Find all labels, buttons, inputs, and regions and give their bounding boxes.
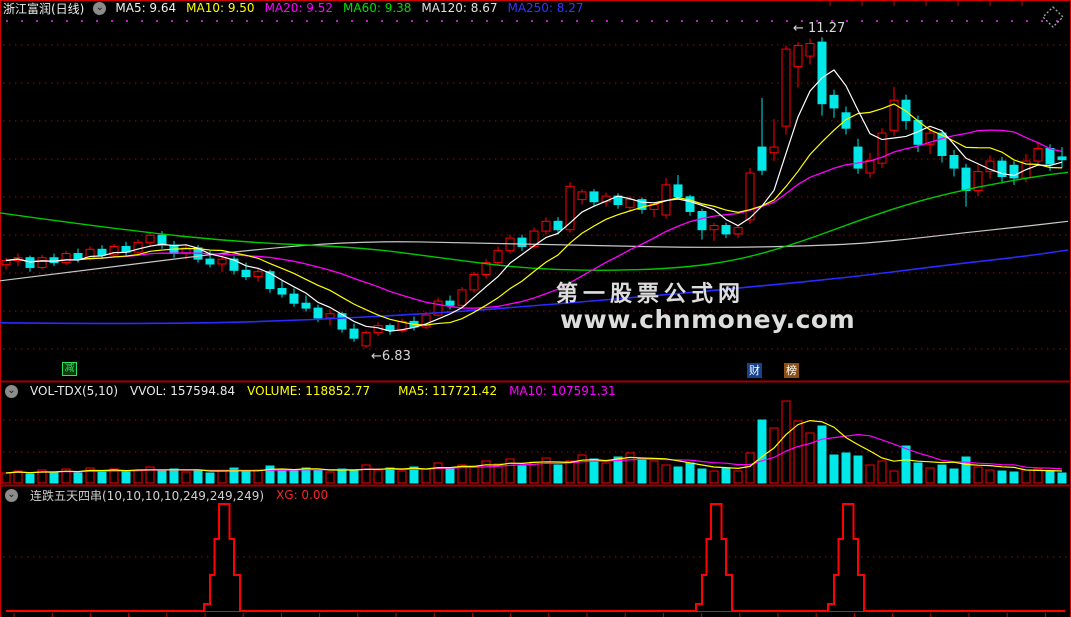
low-price-annotation: ←6.83 [371, 349, 411, 364]
ranking-info-badge[interactable]: 榜 [784, 363, 799, 378]
watermark-site-url: www.chnmoney.com [560, 305, 856, 334]
volume-value-labels: VOL-TDX(5,10) VVOL: 157594.84 VOLUME: 1188… [30, 384, 616, 398]
ma-label: MA10: 9.50 [186, 1, 255, 15]
signal-indicator-name: 连跌五天四串(10,10,10,10,249,249,249) [30, 488, 265, 503]
stock-title: 浙江富润(日线) [3, 1, 85, 16]
signal-xg-value: XG: 0.00 [276, 488, 329, 502]
ma-label: MA120: 8.67 [421, 1, 498, 15]
watermark-site-name: 第一股票公式网 [556, 282, 746, 307]
volume-label: VOL-TDX(5,10) [30, 384, 119, 398]
diamond-marker-icon [1042, 6, 1064, 28]
volume-panel-header: ⌄ VOL-TDX(5,10) VVOL: 157594.84 VOLUME: 11… [5, 384, 616, 398]
signal-collapse-chevron-icon[interactable]: ⌄ [5, 488, 18, 502]
volume-label: MA10: 107591.31 [509, 384, 616, 398]
volume-label: MA5: 117721.42 [398, 384, 498, 398]
high-price-annotation: ← 11.27 [793, 21, 846, 36]
volume-label: VOLUME: 118852.77 [247, 384, 371, 398]
ma-label: MA250: 8.27 [507, 1, 584, 15]
ma-value-labels: MA5: 9.64 MA10: 9.50 MA20: 9.52 MA60: 9.38 M… [115, 1, 583, 15]
ma-label: MA5: 9.64 [115, 1, 177, 15]
top-info-bar: 浙江富润(日线) ⌄ MA5: 9.64 MA10: 9.50 MA20: 9.52… [3, 1, 584, 16]
ma-label: MA60: 9.38 [343, 1, 412, 15]
dividend-adjust-badge[interactable]: 减 [62, 362, 77, 376]
collapse-chevron-icon[interactable]: ⌄ [93, 1, 107, 15]
volume-collapse-chevron-icon[interactable]: ⌄ [5, 384, 18, 398]
signal-panel-header: ⌄ 连跌五天四串(10,10,10,10,249,249,249) XG: 0.… [5, 488, 329, 503]
ma-label: MA20: 9.52 [264, 1, 333, 15]
finance-info-badge[interactable]: 财 [747, 363, 762, 378]
volume-label: VVOL: 157594.84 [130, 384, 236, 398]
